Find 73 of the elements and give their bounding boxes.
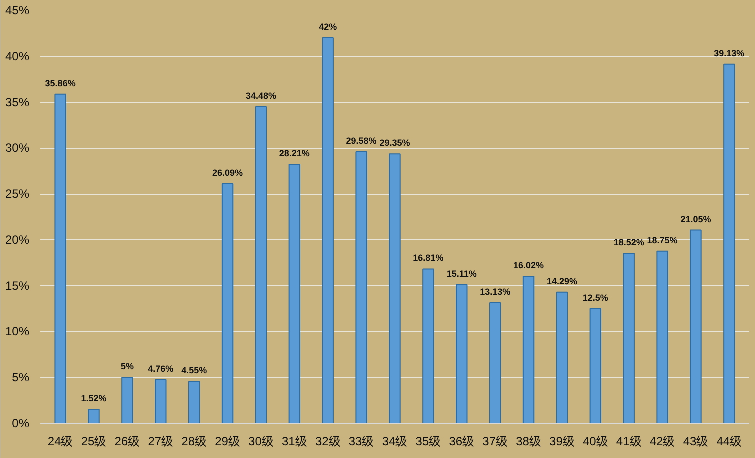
x-tick-label: 35级 bbox=[416, 434, 442, 448]
data-label: 15.11% bbox=[446, 268, 477, 279]
x-tick-label: 34级 bbox=[382, 434, 408, 448]
data-label: 39.13% bbox=[714, 48, 745, 58]
data-label: 34.48% bbox=[246, 91, 276, 102]
x-tick-label: 25级 bbox=[81, 434, 107, 448]
data-label: 16.81% bbox=[413, 253, 444, 264]
bar bbox=[556, 292, 568, 424]
data-label: 13.13% bbox=[480, 286, 511, 297]
x-tick-label: 36级 bbox=[449, 434, 475, 448]
bar bbox=[255, 106, 268, 424]
data-label: 18.52% bbox=[614, 238, 644, 248]
y-tick-label: 35% bbox=[5, 95, 30, 110]
bar bbox=[623, 253, 635, 424]
y-tick-label: 20% bbox=[5, 232, 30, 247]
y-tick-label: 10% bbox=[5, 324, 30, 339]
bar bbox=[690, 230, 702, 424]
x-tick-label: 26级 bbox=[114, 434, 140, 448]
x-tick-label: 38级 bbox=[516, 434, 542, 448]
y-tick-label: 25% bbox=[5, 187, 30, 202]
bar bbox=[88, 409, 100, 424]
x-tick-label: 24级 bbox=[48, 434, 74, 448]
y-tick-label: 5% bbox=[12, 370, 30, 385]
x-tick-label: 27级 bbox=[148, 434, 174, 448]
bar bbox=[322, 38, 334, 424]
y-tick-label: 30% bbox=[5, 141, 30, 156]
data-label: 26.09% bbox=[212, 168, 244, 178]
bar bbox=[188, 381, 200, 424]
y-tick-label: 15% bbox=[5, 278, 30, 293]
bar bbox=[222, 184, 234, 424]
data-label: 4.76% bbox=[148, 364, 174, 374]
data-label: 21.05% bbox=[680, 214, 712, 224]
bar bbox=[489, 302, 502, 424]
y-tick-label: 45% bbox=[5, 4, 30, 18]
data-label: 4.55% bbox=[182, 366, 208, 376]
bar bbox=[422, 268, 434, 424]
x-tick-label: 29级 bbox=[215, 434, 240, 448]
x-tick-label: 28级 bbox=[182, 434, 208, 448]
bar bbox=[656, 250, 668, 424]
data-label: 1.52% bbox=[81, 394, 107, 404]
data-label: 42% bbox=[319, 22, 338, 32]
bar bbox=[389, 154, 401, 424]
bar bbox=[356, 152, 368, 424]
x-tick-label: 33级 bbox=[348, 434, 374, 448]
y-tick-label: 0% bbox=[12, 416, 30, 430]
x-tick-label: 31级 bbox=[282, 434, 308, 448]
data-label: 14.29% bbox=[546, 276, 578, 286]
bar bbox=[288, 164, 301, 424]
data-label: 35.86% bbox=[45, 78, 76, 88]
x-tick-label: 30级 bbox=[248, 434, 274, 448]
x-tick-label: 44级 bbox=[716, 434, 742, 448]
x-tick-label: 42级 bbox=[650, 434, 676, 448]
data-label: 29.35% bbox=[380, 138, 410, 148]
x-tick-label: 41级 bbox=[616, 434, 642, 448]
bar bbox=[724, 64, 736, 424]
bar bbox=[522, 276, 535, 424]
x-tick-label: 40级 bbox=[582, 434, 608, 448]
data-label: 29.58% bbox=[346, 136, 377, 146]
x-tick-label: 37级 bbox=[482, 434, 508, 448]
data-label: 12.5% bbox=[582, 292, 608, 303]
bar bbox=[54, 94, 66, 424]
bar bbox=[456, 284, 468, 424]
data-label: 16.02% bbox=[514, 260, 544, 270]
data-label: 18.75% bbox=[647, 235, 678, 246]
x-tick-label: 39级 bbox=[550, 434, 575, 448]
x-tick-label: 43级 bbox=[683, 434, 709, 448]
x-tick-label: 32级 bbox=[315, 434, 341, 448]
y-tick-label: 40% bbox=[5, 49, 30, 64]
bar bbox=[122, 377, 134, 424]
bar bbox=[155, 379, 167, 424]
data-label: 28.21% bbox=[279, 148, 310, 159]
data-label: 5% bbox=[120, 362, 134, 372]
bar bbox=[590, 308, 602, 424]
